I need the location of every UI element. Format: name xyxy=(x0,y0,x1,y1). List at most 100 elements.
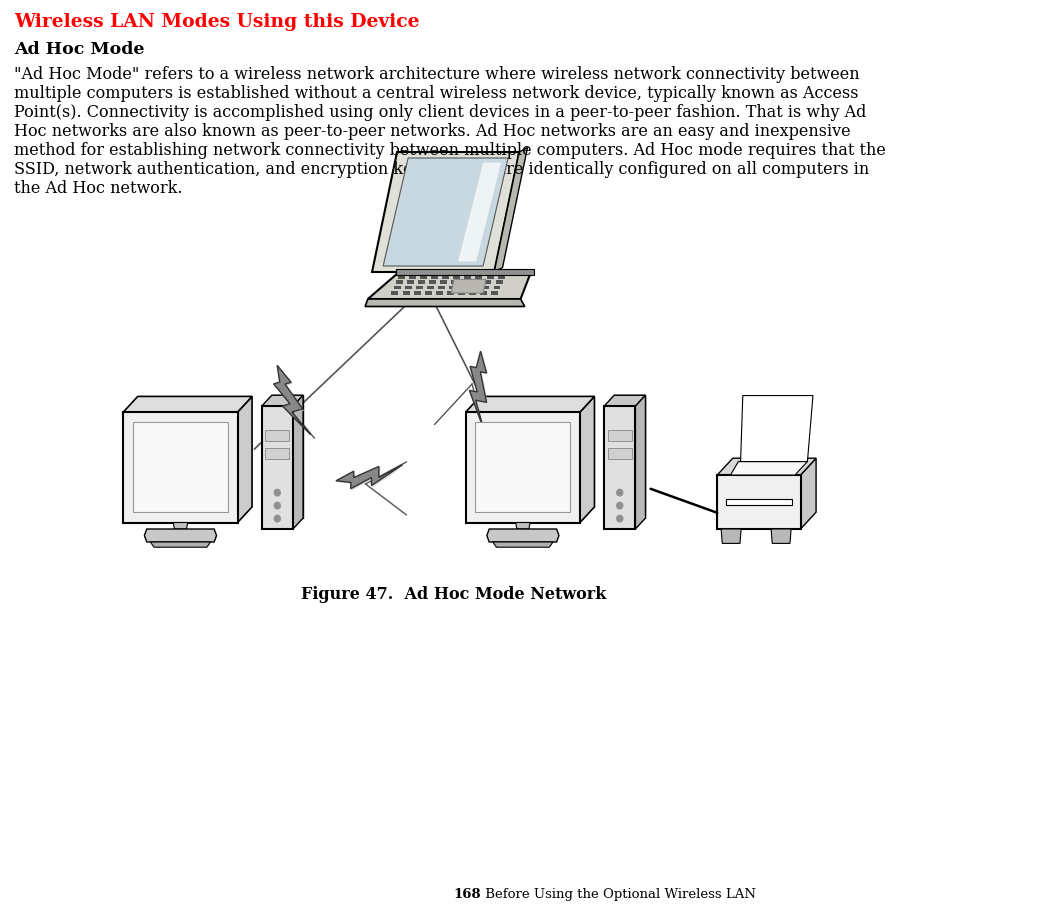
FancyBboxPatch shape xyxy=(471,286,478,289)
Polygon shape xyxy=(718,475,801,529)
FancyBboxPatch shape xyxy=(407,280,414,284)
FancyBboxPatch shape xyxy=(440,280,447,284)
Polygon shape xyxy=(396,269,534,275)
Polygon shape xyxy=(466,412,580,523)
Polygon shape xyxy=(372,152,519,272)
Text: the Ad Hoc network.: the Ad Hoc network. xyxy=(14,180,182,197)
FancyBboxPatch shape xyxy=(426,286,434,289)
Polygon shape xyxy=(276,367,312,437)
Polygon shape xyxy=(151,542,210,547)
Polygon shape xyxy=(124,396,252,412)
FancyBboxPatch shape xyxy=(265,448,289,459)
FancyBboxPatch shape xyxy=(483,286,490,289)
FancyBboxPatch shape xyxy=(607,430,631,440)
Circle shape xyxy=(275,516,281,522)
Polygon shape xyxy=(580,396,595,523)
FancyBboxPatch shape xyxy=(424,290,432,294)
Polygon shape xyxy=(133,423,228,512)
Polygon shape xyxy=(383,158,509,266)
Polygon shape xyxy=(475,423,570,512)
FancyBboxPatch shape xyxy=(453,275,460,278)
FancyBboxPatch shape xyxy=(469,290,476,294)
Polygon shape xyxy=(604,395,646,406)
FancyBboxPatch shape xyxy=(485,280,492,284)
Text: Before Using the Optional Wireless LAN: Before Using the Optional Wireless LAN xyxy=(482,888,756,901)
Polygon shape xyxy=(469,351,487,429)
Circle shape xyxy=(275,503,281,509)
FancyBboxPatch shape xyxy=(438,286,445,289)
FancyBboxPatch shape xyxy=(462,280,469,284)
Polygon shape xyxy=(718,459,816,475)
Text: "Ad Hoc Mode" refers to a wireless network architecture where wireless network c: "Ad Hoc Mode" refers to a wireless netwo… xyxy=(14,66,859,83)
Polygon shape xyxy=(336,465,402,489)
Text: Point(s). Connectivity is accomplished using only client devices in a peer-to-pe: Point(s). Connectivity is accomplished u… xyxy=(14,104,866,121)
Polygon shape xyxy=(730,461,807,475)
Polygon shape xyxy=(174,523,187,529)
FancyBboxPatch shape xyxy=(451,280,458,284)
FancyBboxPatch shape xyxy=(492,290,498,294)
Polygon shape xyxy=(262,395,303,406)
Polygon shape xyxy=(494,148,527,272)
Polygon shape xyxy=(271,395,303,518)
FancyBboxPatch shape xyxy=(409,275,416,278)
FancyBboxPatch shape xyxy=(442,275,449,278)
FancyBboxPatch shape xyxy=(464,275,471,278)
Text: Wireless LAN Modes Using this Device: Wireless LAN Modes Using this Device xyxy=(14,13,419,31)
Circle shape xyxy=(617,503,623,509)
FancyBboxPatch shape xyxy=(496,280,502,284)
Polygon shape xyxy=(124,412,237,523)
Text: 168: 168 xyxy=(453,888,482,901)
Polygon shape xyxy=(721,529,742,543)
Polygon shape xyxy=(451,279,486,293)
FancyBboxPatch shape xyxy=(431,275,438,278)
FancyBboxPatch shape xyxy=(458,290,465,294)
FancyBboxPatch shape xyxy=(391,290,398,294)
FancyBboxPatch shape xyxy=(473,280,480,284)
Text: Hoc networks are also known as peer-to-peer networks. Ad Hoc networks are an eas: Hoc networks are also known as peer-to-p… xyxy=(14,123,851,140)
FancyBboxPatch shape xyxy=(414,290,420,294)
Polygon shape xyxy=(471,353,488,431)
FancyBboxPatch shape xyxy=(487,275,494,278)
FancyBboxPatch shape xyxy=(418,280,424,284)
FancyBboxPatch shape xyxy=(449,286,456,289)
FancyBboxPatch shape xyxy=(405,286,412,289)
FancyBboxPatch shape xyxy=(397,275,405,278)
Text: method for establishing network connectivity between multiple computers. Ad Hoc : method for establishing network connecti… xyxy=(14,142,886,159)
Polygon shape xyxy=(604,406,635,529)
FancyBboxPatch shape xyxy=(393,286,400,289)
FancyBboxPatch shape xyxy=(475,275,483,278)
FancyBboxPatch shape xyxy=(265,430,289,440)
FancyBboxPatch shape xyxy=(498,275,504,278)
Text: SSID, network authentication, and encryption key settings are identically config: SSID, network authentication, and encryp… xyxy=(14,161,869,178)
Polygon shape xyxy=(487,529,558,542)
FancyBboxPatch shape xyxy=(447,290,453,294)
Text: Ad Hoc Mode: Ad Hoc Mode xyxy=(14,41,145,58)
Text: Figure 47.  Ad Hoc Mode Network: Figure 47. Ad Hoc Mode Network xyxy=(301,586,606,603)
Polygon shape xyxy=(262,406,293,529)
Polygon shape xyxy=(368,272,531,299)
FancyBboxPatch shape xyxy=(402,290,410,294)
Polygon shape xyxy=(615,395,646,518)
Polygon shape xyxy=(466,396,595,412)
Polygon shape xyxy=(801,459,816,529)
FancyBboxPatch shape xyxy=(494,286,500,289)
Text: multiple computers is established without a central wireless network device, typ: multiple computers is established withou… xyxy=(14,85,858,102)
Polygon shape xyxy=(516,523,530,529)
Polygon shape xyxy=(740,395,813,461)
FancyBboxPatch shape xyxy=(428,280,436,284)
Polygon shape xyxy=(493,542,553,547)
Polygon shape xyxy=(293,395,303,529)
Polygon shape xyxy=(365,299,525,307)
Polygon shape xyxy=(635,395,646,529)
FancyBboxPatch shape xyxy=(420,275,426,278)
FancyBboxPatch shape xyxy=(480,290,488,294)
Polygon shape xyxy=(337,467,405,491)
FancyBboxPatch shape xyxy=(460,286,467,289)
Polygon shape xyxy=(237,396,252,523)
Polygon shape xyxy=(274,365,311,435)
FancyBboxPatch shape xyxy=(726,499,791,505)
FancyBboxPatch shape xyxy=(436,290,443,294)
Circle shape xyxy=(275,489,281,496)
Polygon shape xyxy=(145,529,216,542)
Polygon shape xyxy=(458,163,501,262)
